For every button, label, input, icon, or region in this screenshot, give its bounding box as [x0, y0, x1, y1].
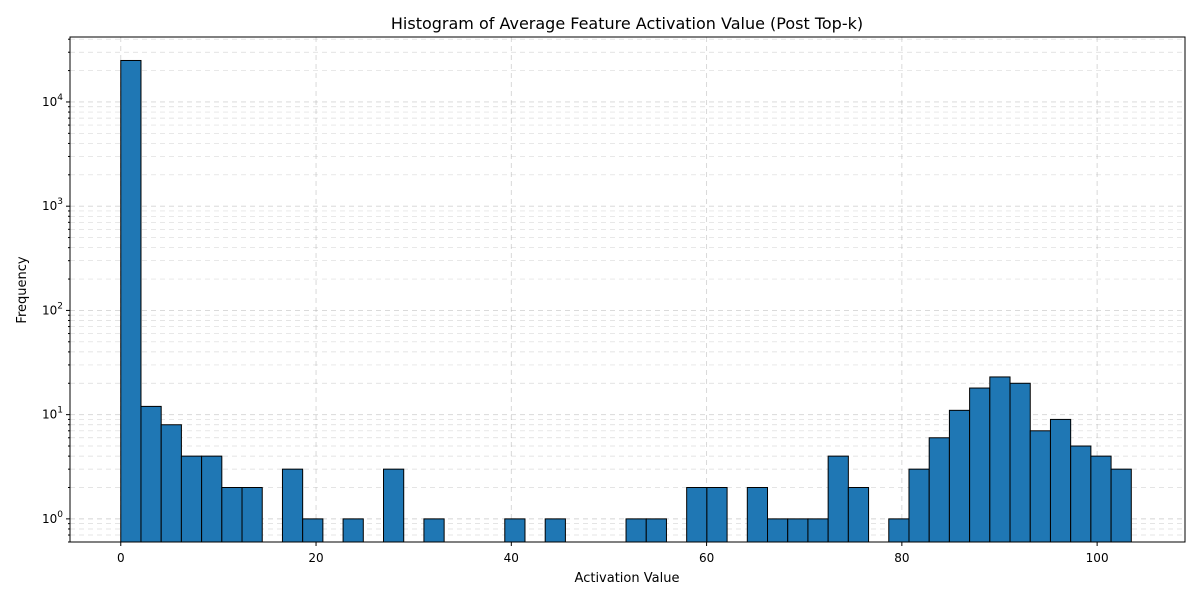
histogram-bars [120, 59, 1132, 543]
y-tick-label: 102 [42, 301, 63, 317]
histogram-bar [160, 424, 182, 543]
histogram-bar [504, 518, 526, 543]
y-tick-label: 100 [42, 510, 63, 526]
x-tick-label: 60 [699, 551, 714, 565]
histogram-bar [686, 487, 708, 543]
histogram-bar [302, 518, 324, 543]
y-tick-label: 101 [42, 406, 63, 422]
histogram-bar [201, 455, 223, 543]
histogram-bar [746, 487, 769, 543]
histogram-bar [342, 518, 364, 543]
histogram-bar [1049, 418, 1072, 543]
x-tick-label: 0 [117, 551, 125, 565]
x-tick-label: 40 [504, 551, 519, 565]
y-tick-label: 104 [42, 93, 63, 109]
y-axis-ticks: 100 101 102 103 104 [42, 38, 70, 543]
histogram-bar [989, 376, 1011, 543]
histogram-bar [625, 518, 647, 543]
histogram-bar [827, 455, 849, 543]
histogram-bar [140, 405, 162, 543]
histogram-bar [807, 518, 829, 543]
plot-frame [69, 36, 1186, 543]
histogram-bar [948, 409, 971, 543]
histogram-bar [767, 518, 789, 543]
histogram-bar [423, 518, 445, 543]
x-tick-label: 100 [1086, 551, 1109, 565]
histogram-bar [928, 437, 950, 543]
histogram-bar [1070, 445, 1092, 543]
chart-title: Histogram of Average Feature Activation … [391, 14, 863, 33]
histogram-bar [1110, 468, 1132, 543]
histogram-bar [241, 487, 263, 543]
x-axis-label: Activation Value [575, 571, 680, 586]
histogram-bar [706, 487, 728, 543]
histogram-bar [544, 518, 566, 543]
histogram-bar [383, 468, 405, 543]
histogram-bar [847, 487, 870, 543]
histogram-bar [1009, 382, 1031, 543]
histogram-bar [645, 518, 667, 543]
y-axis-label: Frequency [15, 256, 30, 323]
histogram-bar [908, 468, 930, 543]
x-axis-ticks: 0 20 40 60 80 100 [117, 542, 1109, 565]
histogram-bar [1090, 455, 1112, 543]
histogram-bar [221, 487, 243, 543]
histogram-bar [1029, 430, 1051, 543]
y-tick-label: 103 [42, 197, 63, 213]
histogram-bar [180, 455, 203, 543]
histogram-bar [120, 59, 142, 543]
x-tick-label: 80 [894, 551, 909, 565]
histogram-bar [888, 518, 910, 543]
histogram-bar [969, 387, 991, 543]
histogram-bar [281, 468, 304, 543]
histogram-bar [787, 518, 809, 543]
x-tick-label: 20 [308, 551, 323, 565]
